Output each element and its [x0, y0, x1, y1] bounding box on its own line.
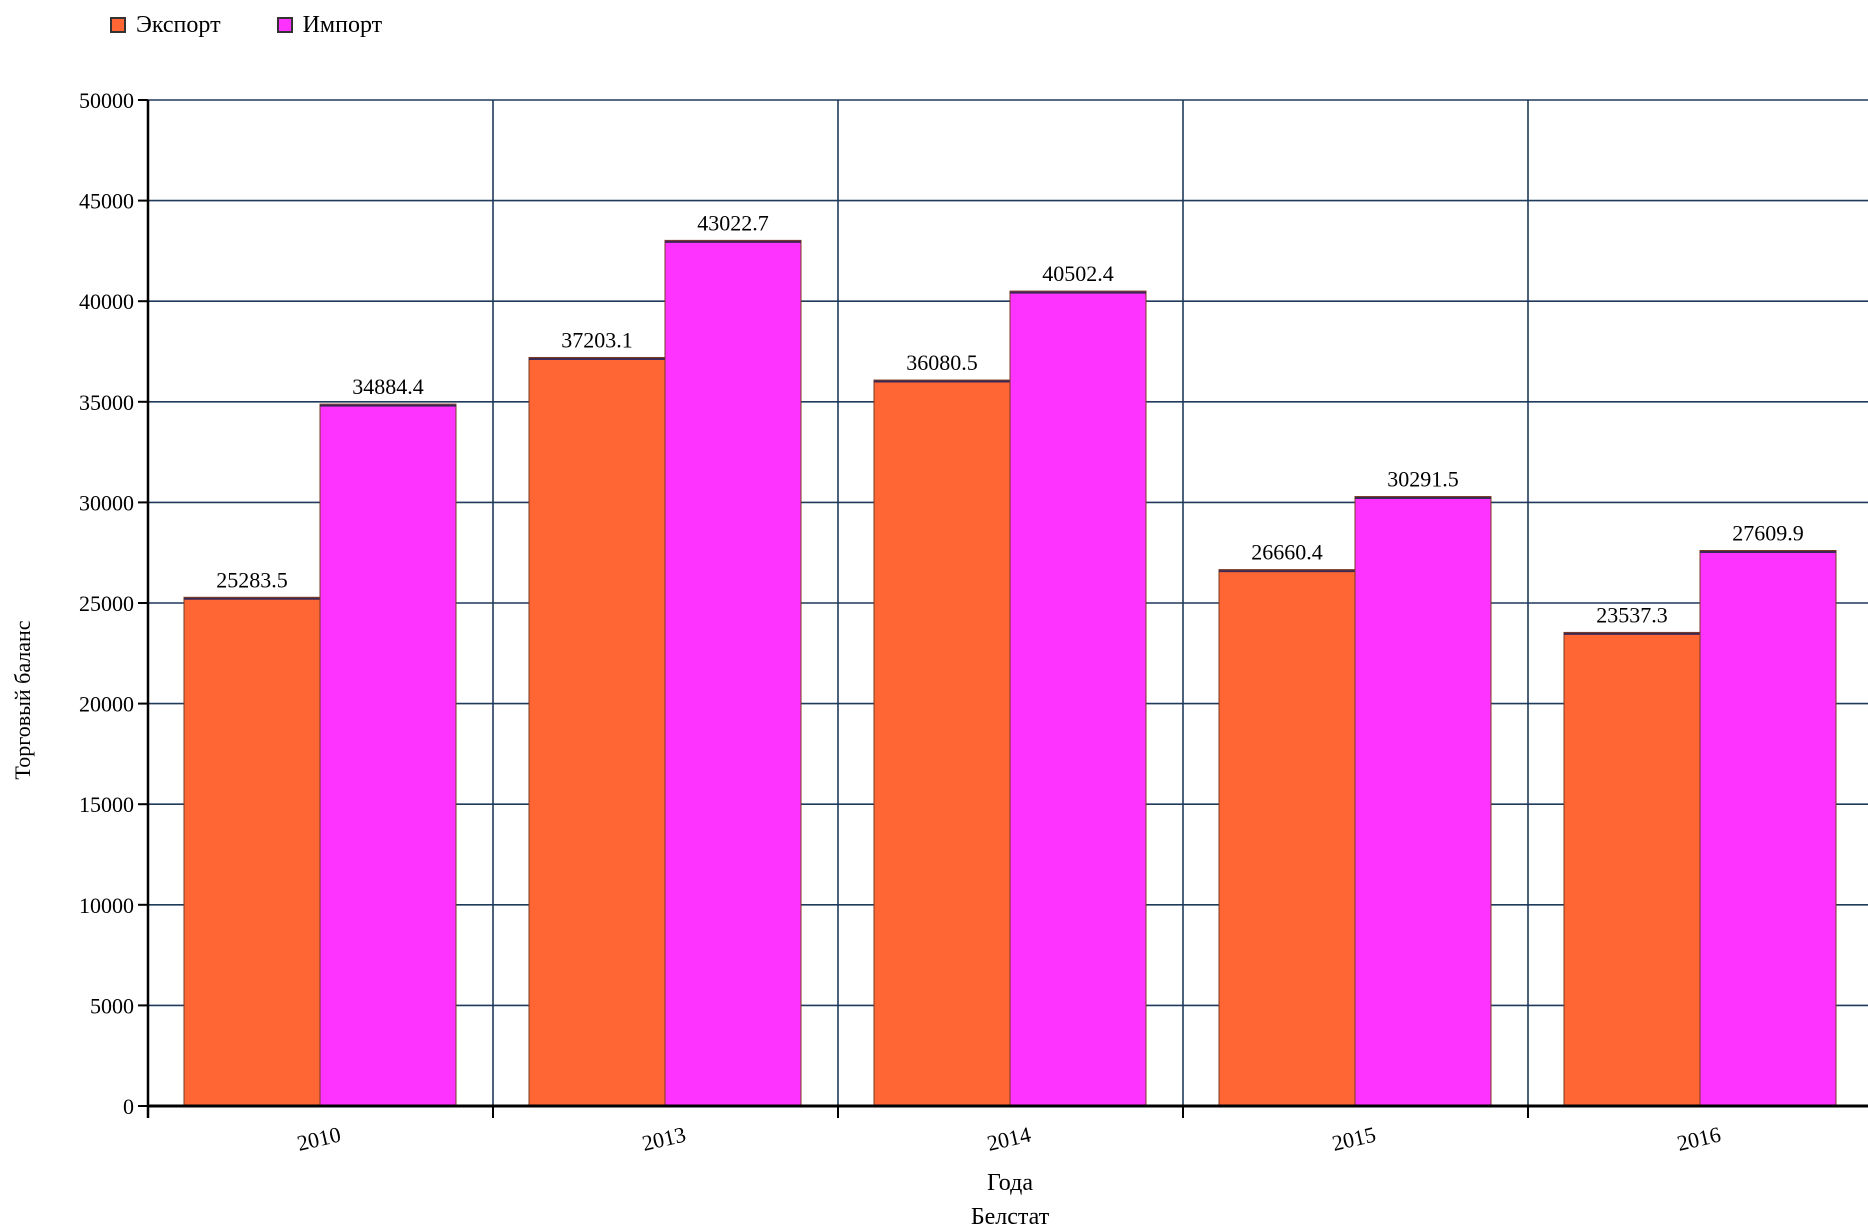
x-tick-label: 2010: [295, 1122, 343, 1156]
y-tick-label: 40000: [79, 289, 134, 314]
data-label-import: 40502.4: [1042, 261, 1114, 286]
legend-swatch-export: [110, 17, 126, 33]
x-tick-label: 2016: [1675, 1122, 1723, 1156]
chart-legend: Экспорт Импорт: [110, 10, 382, 40]
bar-import: [1699, 549, 1837, 1107]
legend-label-import: Импорт: [302, 11, 383, 38]
bar-export: [183, 596, 321, 1107]
data-label-import: 30291.5: [1387, 467, 1459, 492]
bar-export: [1218, 569, 1356, 1107]
y-axis-title: Торговый баланс: [10, 620, 35, 779]
x-tick-label: 2015: [1330, 1122, 1378, 1156]
data-label-export: 26660.4: [1251, 540, 1323, 565]
data-label-export: 36080.5: [906, 350, 978, 375]
bar-export: [528, 356, 666, 1107]
y-tick-label: 25000: [79, 591, 134, 616]
data-label-export: 25283.5: [216, 567, 288, 592]
legend-label-export: Экспорт: [136, 11, 221, 38]
bar-export: [1563, 631, 1701, 1107]
x-tick-label: 2013: [640, 1122, 688, 1156]
legend-item-import: Импорт: [276, 11, 383, 39]
chart-bars: [183, 239, 1837, 1107]
y-tick-label: 30000: [79, 490, 134, 515]
y-tick-label: 20000: [79, 692, 134, 717]
data-label-import: 27609.9: [1732, 520, 1804, 545]
bar-import: [664, 239, 802, 1107]
data-label-import: 43022.7: [697, 210, 769, 235]
y-tick-label: 15000: [79, 792, 134, 817]
bar-import: [319, 403, 457, 1107]
x-tick-label: 2014: [985, 1122, 1033, 1156]
y-tick-label: 0: [123, 1094, 134, 1119]
bar-export: [873, 379, 1011, 1107]
data-label-export: 23537.3: [1596, 602, 1668, 627]
data-label-import: 34884.4: [352, 374, 424, 399]
y-tick-label: 10000: [79, 893, 134, 918]
legend-item-export: Экспорт: [110, 12, 221, 39]
y-tick-label: 50000: [79, 88, 134, 113]
chart-caption: Белстат: [971, 1204, 1050, 1230]
bar-import: [1009, 290, 1147, 1107]
y-tick-label: 5000: [90, 993, 134, 1018]
chart-axes: [138, 99, 1868, 1118]
legend-swatch-import: [276, 17, 293, 33]
bar-import: [1354, 496, 1492, 1107]
x-axis-title: Года: [987, 1170, 1033, 1196]
data-label-export: 37203.1: [561, 327, 633, 352]
y-tick-label: 45000: [79, 189, 134, 214]
y-tick-label: 35000: [79, 390, 134, 415]
